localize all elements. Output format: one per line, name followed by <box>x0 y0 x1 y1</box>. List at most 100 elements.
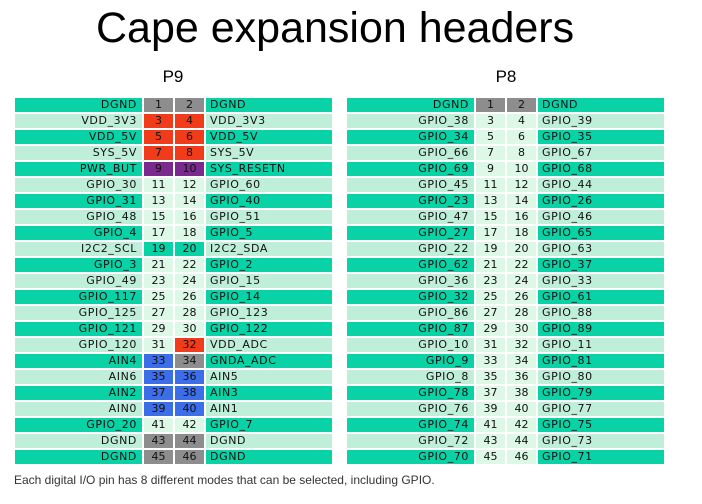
p8-pin-row: GPIO_8 35 36 GPIO_80 <box>347 370 664 386</box>
pin-number-odd: 15 <box>474 210 505 226</box>
pin-label-right: GPIO_75 <box>536 418 664 434</box>
pin-number-even: 46 <box>173 450 204 464</box>
footnote: Each digital I/O pin has 8 different mod… <box>14 473 435 487</box>
pin-label-right: SYS_RESETN <box>204 162 332 178</box>
pin-label-left: GPIO_121 <box>15 322 142 338</box>
p9-pin-row: GPIO_117 25 26 GPIO_14 <box>15 290 332 306</box>
pin-number-even: 10 <box>505 162 536 178</box>
p9-pin-row: GPIO_125 27 28 GPIO_123 <box>15 306 332 322</box>
pin-number-even: 22 <box>505 258 536 274</box>
p8-pin-row: GPIO_27 17 18 GPIO_65 <box>347 226 664 242</box>
pin-number-odd: 43 <box>142 434 173 450</box>
header-table-p9: DGND 1 2 DGND VDD_3V3 3 4 VDD_3V3 VDD_5V 5 6 VDD_5V… <box>15 98 332 464</box>
pin-number-even: 20 <box>173 242 204 258</box>
pin-label-right: GPIO_33 <box>536 274 664 290</box>
pin-label-right: GPIO_81 <box>536 354 664 370</box>
pin-label-left: GPIO_49 <box>15 274 142 290</box>
pin-label-left: GPIO_10 <box>347 338 474 354</box>
pin-number-even: 8 <box>173 146 204 162</box>
pin-label-right: GPIO_63 <box>536 242 664 258</box>
p9-pin-row: SYS_5V 7 8 SYS_5V <box>15 146 332 162</box>
pin-number-even: 2 <box>173 98 204 114</box>
header-label-p9: P9 <box>162 67 184 86</box>
pin-number-odd: 15 <box>142 210 173 226</box>
pin-number-even: 30 <box>505 322 536 338</box>
pin-label-left: PWR_BUT <box>15 162 142 178</box>
pin-label-left: GPIO_76 <box>347 402 474 418</box>
pin-label-right: GPIO_68 <box>536 162 664 178</box>
p9-pin-row: AIN4 33 34 GNDA_ADC <box>15 354 332 370</box>
pin-number-odd: 13 <box>142 194 173 210</box>
pin-number-odd: 19 <box>142 242 173 258</box>
pin-label-right: GPIO_71 <box>536 450 664 464</box>
pin-number-odd: 29 <box>142 322 173 338</box>
pin-number-odd: 29 <box>474 322 505 338</box>
pin-label-right: DGND <box>204 450 332 464</box>
page-title: Cape expansion headers <box>96 4 575 52</box>
p9-pin-row: I2C2_SCL 19 20 I2C2_SDA <box>15 242 332 258</box>
pin-number-odd: 9 <box>142 162 173 178</box>
pin-number-odd: 45 <box>142 450 173 464</box>
pin-number-odd: 39 <box>474 402 505 418</box>
pin-number-odd: 7 <box>142 146 173 162</box>
pin-label-left: GPIO_22 <box>347 242 474 258</box>
pin-label-right: GPIO_67 <box>536 146 664 162</box>
pin-label-left: GPIO_36 <box>347 274 474 290</box>
pin-label-right: GPIO_46 <box>536 210 664 226</box>
pin-number-even: 44 <box>505 434 536 450</box>
pin-label-right: GPIO_60 <box>204 178 332 194</box>
p9-pin-row: AIN0 39 40 AIN1 <box>15 402 332 418</box>
pin-number-even: 32 <box>173 338 204 354</box>
p9-pin-row: GPIO_4 17 18 GPIO_5 <box>15 226 332 242</box>
p9-pin-row: GPIO_31 13 14 GPIO_40 <box>15 194 332 210</box>
p8-pin-row: GPIO_76 39 40 GPIO_77 <box>347 402 664 418</box>
pin-number-odd: 23 <box>142 274 173 290</box>
p8-pin-row: GPIO_74 41 42 GPIO_75 <box>347 418 664 434</box>
p8-pin-row: GPIO_69 9 10 GPIO_68 <box>347 162 664 178</box>
p9-pin-row: GPIO_3 21 22 GPIO_2 <box>15 258 332 274</box>
p9-pin-row: DGND 45 46 DGND <box>15 450 332 464</box>
pin-label-right: GPIO_88 <box>536 306 664 322</box>
pin-label-left: GPIO_69 <box>347 162 474 178</box>
pin-number-even: 22 <box>173 258 204 274</box>
pin-number-odd: 41 <box>142 418 173 434</box>
pin-label-right: GPIO_89 <box>536 322 664 338</box>
pin-label-left: GPIO_38 <box>347 114 474 130</box>
pin-number-odd: 35 <box>474 370 505 386</box>
p8-pin-row: GPIO_38 3 4 GPIO_39 <box>347 114 664 130</box>
p9-pin-row: GPIO_49 23 24 GPIO_15 <box>15 274 332 290</box>
pin-number-odd: 39 <box>142 402 173 418</box>
pin-label-left: SYS_5V <box>15 146 142 162</box>
pin-number-odd: 35 <box>142 370 173 386</box>
pin-number-odd: 23 <box>474 274 505 290</box>
pin-number-odd: 21 <box>142 258 173 274</box>
pin-label-left: AIN2 <box>15 386 142 402</box>
pin-label-left: GPIO_62 <box>347 258 474 274</box>
pin-number-even: 12 <box>505 178 536 194</box>
pin-number-odd: 37 <box>142 386 173 402</box>
pin-number-even: 28 <box>173 306 204 322</box>
pin-label-right: GPIO_65 <box>536 226 664 242</box>
pin-number-odd: 7 <box>474 146 505 162</box>
pin-number-odd: 31 <box>142 338 173 354</box>
p9-pin-row: AIN6 35 36 AIN5 <box>15 370 332 386</box>
pin-number-odd: 19 <box>474 242 505 258</box>
p9-pin-row: GPIO_48 15 16 GPIO_51 <box>15 210 332 226</box>
pin-label-right: GPIO_37 <box>536 258 664 274</box>
pin-label-right: GPIO_35 <box>536 130 664 146</box>
pin-label-left: GPIO_4 <box>15 226 142 242</box>
p9-pin-row: GPIO_20 41 42 GPIO_7 <box>15 418 332 434</box>
pin-label-left: GPIO_120 <box>15 338 142 354</box>
pin-label-left: GPIO_66 <box>347 146 474 162</box>
pin-label-right: GPIO_5 <box>204 226 332 242</box>
pin-label-right: GPIO_39 <box>536 114 664 130</box>
pin-number-odd: 11 <box>474 178 505 194</box>
pin-label-right: DGND <box>536 98 664 114</box>
pin-label-right: VDD_5V <box>204 130 332 146</box>
pin-number-even: 32 <box>505 338 536 354</box>
pin-label-left: AIN6 <box>15 370 142 386</box>
pin-number-odd: 27 <box>142 306 173 322</box>
p8-pin-row: GPIO_45 11 12 GPIO_44 <box>347 178 664 194</box>
pin-number-odd: 5 <box>474 130 505 146</box>
pin-number-odd: 25 <box>142 290 173 306</box>
